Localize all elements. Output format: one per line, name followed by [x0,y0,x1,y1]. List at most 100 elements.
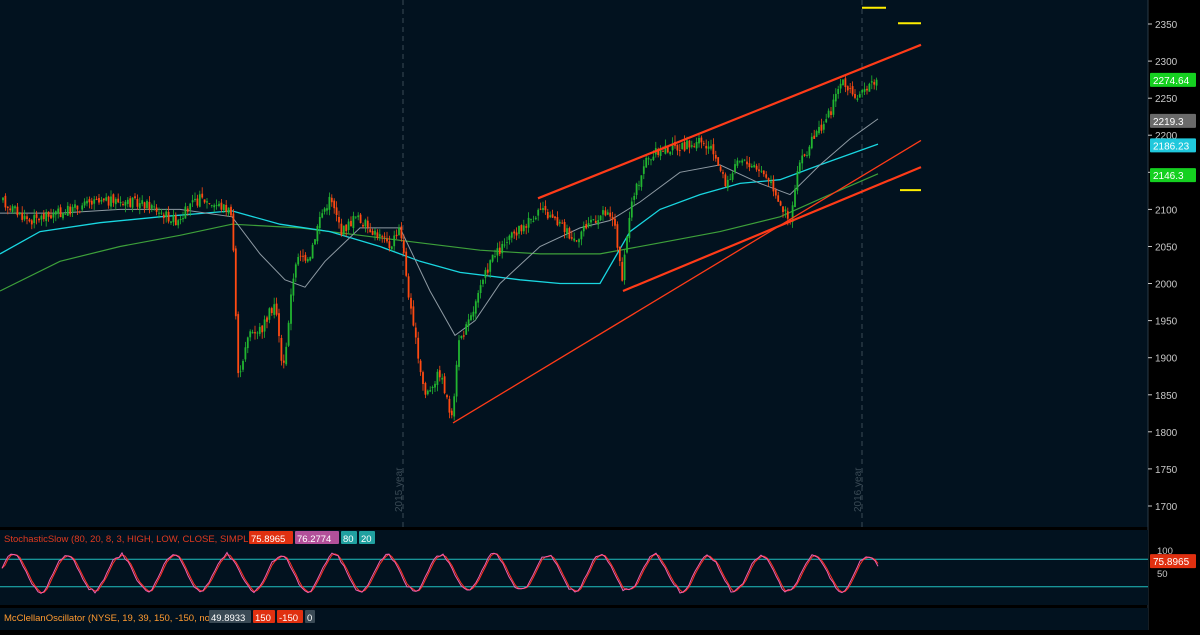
candle-body [801,155,804,164]
candle-body [369,229,372,233]
candle-body [669,152,672,155]
stochastic-panel[interactable] [0,530,1148,605]
candle-body [90,200,93,205]
stoch-d-value: 76.2774 [297,534,331,545]
candle-body [230,206,232,216]
candle-body [122,204,124,205]
candle-body [693,146,696,147]
candle-body [88,199,91,203]
candle-body [405,251,408,276]
candle-body [681,143,684,149]
candle-body [851,86,854,95]
mcc-value-box [209,610,251,623]
candle-body [779,201,782,206]
candle-body [215,205,218,206]
candle-body [167,211,170,222]
candle-body [858,94,861,98]
candle-body [861,90,864,93]
stochastic-header: StochasticSlow (80, 20, 8, 3, HIGH, LOW,… [4,531,375,545]
stoch-k-value-box [249,531,293,544]
candle-body [400,226,403,239]
candle-body [455,364,458,397]
candle-body [162,214,165,219]
candle-body [196,198,199,206]
candle-body [407,276,410,298]
candle-body [837,89,840,94]
candle-body [246,337,249,349]
candle-body [395,234,398,237]
candle-body [532,221,535,222]
candle-body [729,178,732,180]
axis-tick-label: 2000 [1155,280,1178,291]
mcc-lower-box [277,610,303,623]
candle-body [479,285,482,293]
candle-body [868,83,871,92]
candle-body [30,220,33,225]
candle-body [143,202,146,209]
candle-body [410,297,412,309]
candle-body [849,88,852,89]
candle-body [614,218,616,226]
candle-body [666,145,669,153]
candle-body [191,200,194,203]
price-panel[interactable] [0,0,1148,527]
candle-body [645,158,648,168]
candle-body [616,224,619,248]
candle-body [501,244,504,254]
candle-body [182,218,184,220]
candle-body [292,278,295,296]
candle-body [525,226,528,228]
candle-body [566,228,568,234]
axis-tick-label: 2250 [1155,94,1178,105]
candle-body [750,166,753,168]
candle-body [198,194,201,207]
candle-body [638,185,640,186]
candle-body [146,200,148,209]
price-axis[interactable] [1148,0,1200,630]
candle-body [33,215,36,223]
candle-body [237,314,240,374]
candle-body [354,216,357,218]
candle-body [542,208,544,210]
candle-body [242,361,244,370]
candle-body [42,213,45,220]
candle-body [129,198,132,207]
candle-body [568,228,571,239]
candle-body [611,216,614,220]
candle-body [832,99,835,115]
candle-body [424,383,427,395]
candle-body [650,159,652,161]
candle-body [767,178,770,182]
candle-body [47,211,50,217]
candle-body [702,143,705,144]
candle-body [808,146,811,156]
candle-body [21,212,24,220]
candle-body [818,127,820,134]
candle-body [489,260,492,272]
candle-body [174,215,177,225]
candle-body [664,145,667,154]
candle-body [652,156,655,160]
price-label-text: 2146.3 [1153,171,1184,182]
candle-body [486,269,489,273]
candle-body [83,201,86,206]
candle-body [153,206,156,208]
stoch-k-value: 75.8965 [251,534,285,545]
candle-body [314,239,316,245]
candle-body [530,219,532,221]
candle-body [429,390,432,392]
stoch-lower-level: 20 [361,534,372,545]
candle-body [662,151,664,152]
candle-body [381,236,384,237]
candle-body [266,317,268,322]
candle-body [705,145,708,149]
price-label-text: 2274.64 [1153,76,1190,87]
candle-body [618,246,621,262]
candle-body [628,217,631,239]
candle-body [119,202,122,204]
candle-body [203,199,206,203]
candle-body [458,340,460,367]
candle-body [724,174,727,187]
candle-body [522,225,525,232]
candle-body [304,254,307,261]
